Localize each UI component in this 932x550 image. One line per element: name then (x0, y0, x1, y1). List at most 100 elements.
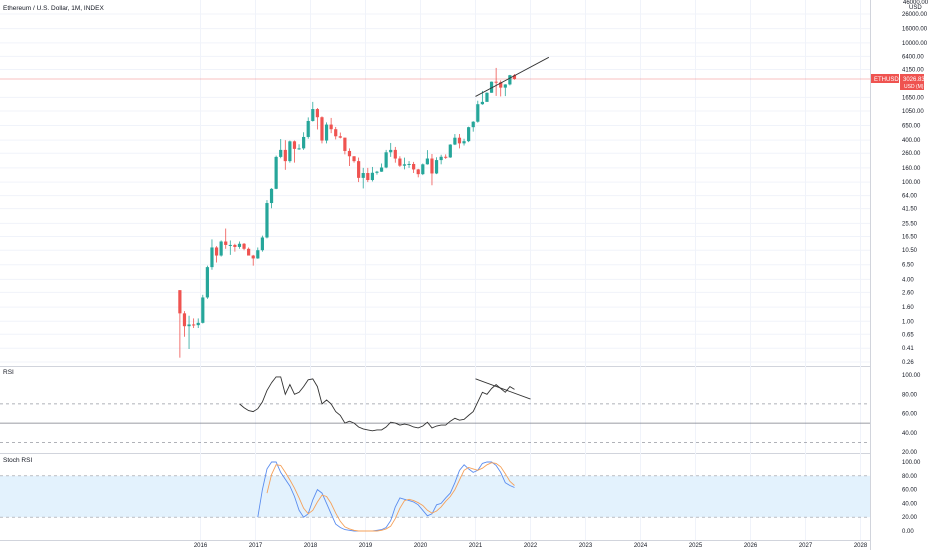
price-tick-label: 6400.00 (902, 54, 924, 60)
price-trendline (475, 56, 550, 97)
rsi-label: RSI (3, 369, 14, 376)
candle-body (182, 313, 187, 327)
candle-body (297, 148, 301, 150)
stoch-band (0, 475, 870, 518)
price-tag: ETHUSD 3026.83 USD (M) (871, 74, 925, 90)
candle-body (311, 109, 315, 121)
price-tick-label: 41.50 (902, 207, 918, 213)
stoch-d-line (266, 462, 515, 532)
x-tick-label: 2017 (249, 543, 263, 549)
candle-body (503, 84, 507, 88)
axis-currency-label: USD (909, 5, 922, 11)
x-tick-label: 2020 (414, 543, 428, 549)
candle-body (494, 81, 498, 83)
price-tick-label: 160.00 (902, 166, 921, 172)
candle-body (324, 124, 329, 141)
stoch-tick-label: 40.00 (902, 501, 918, 507)
candle-body (214, 247, 219, 256)
candle-body (499, 82, 503, 88)
candle-body (269, 188, 274, 204)
candle-body (393, 149, 397, 159)
candle-body (219, 241, 223, 256)
candle-body (485, 92, 489, 102)
candle-body (265, 203, 269, 238)
axis-top-label: 46000.00 (903, 0, 929, 6)
price-tick-label: 650.00 (902, 124, 921, 130)
rsi-tick-label: 100.00 (902, 373, 921, 379)
candle-body (247, 248, 251, 256)
candle-body (201, 297, 205, 323)
x-tick-label: 2026 (744, 543, 758, 549)
symbol-tag-text: ETHUSD (874, 77, 899, 83)
rsi-line (239, 376, 515, 432)
candle-body (471, 121, 475, 128)
candle-body (343, 137, 347, 151)
x-tick-label: 2018 (304, 543, 318, 549)
candle-body (421, 164, 425, 175)
candle-body (398, 158, 402, 166)
price-tag-bg (900, 74, 924, 90)
candle-body (457, 137, 462, 144)
price-tick-label: 2.60 (902, 290, 914, 296)
candle-body (508, 75, 512, 85)
stoch-tick-label: 20.00 (902, 515, 918, 521)
candle-body (334, 129, 338, 137)
price-tick-label: 25.50 (902, 221, 918, 227)
stoch-tick-label: 60.00 (902, 488, 918, 494)
candle-body (439, 156, 443, 161)
candle-body (242, 243, 246, 249)
price-tick-label: 16.50 (902, 235, 918, 241)
candle-body (425, 158, 429, 165)
stoch-label: Stoch RSI (3, 457, 32, 464)
bottom-axis: 2016 2017 2018 2019 2020 2021 2022 2023 2024 2025… (194, 543, 868, 549)
candle-body (302, 136, 306, 149)
candle-body (480, 101, 484, 105)
stoch-panel[interactable] (0, 461, 870, 532)
chart-title: Ethereum / U.S. Dollar, 1M, INDEX (3, 5, 104, 12)
candle-body (407, 163, 411, 165)
candle-body (279, 149, 283, 157)
stoch-tick-label: 80.00 (902, 474, 918, 480)
price-tick-label: 10.50 (902, 248, 918, 254)
price-tick-label: 64.00 (902, 194, 918, 200)
candle-body (462, 141, 466, 144)
price-tick-label: 26000.00 (902, 12, 928, 18)
candle-body (178, 290, 182, 314)
candle-body (370, 172, 374, 181)
candle-body (352, 156, 356, 162)
price-tick-label: 260.00 (902, 151, 921, 157)
x-tick-label: 2021 (469, 543, 483, 549)
candle-body (192, 324, 196, 326)
price-tag-value: 3026.83 (903, 77, 925, 83)
candle-body (434, 160, 439, 174)
x-tick-label: 2016 (194, 543, 208, 549)
price-tick-label: 0.26 (902, 360, 914, 366)
candle-body (306, 120, 310, 137)
grid-layer (0, 0, 871, 550)
stoch-tick-label: 0.00 (902, 529, 914, 535)
stoch-tick-label: 100.00 (902, 460, 921, 466)
candle-body (366, 173, 370, 181)
price-tick-label: 100.00 (902, 180, 921, 186)
candle-body (233, 244, 237, 247)
candle-body (237, 243, 242, 247)
rsi-panel[interactable] (0, 376, 870, 443)
candle-body (384, 152, 388, 168)
candle-body (283, 149, 287, 162)
x-tick-label: 2028 (854, 543, 868, 549)
price-tick-label: 1.60 (902, 305, 914, 311)
price-panel[interactable] (0, 56, 870, 358)
candle-body (210, 247, 214, 268)
candle-body (347, 150, 352, 157)
candle-body (489, 81, 494, 93)
price-tick-label: 1050.00 (902, 109, 924, 115)
candle-body (228, 244, 232, 246)
candle-body (512, 75, 517, 80)
price-tick-label: 1650.00 (902, 95, 924, 101)
candle-body (402, 164, 407, 166)
rsi-tick-label: 80.00 (902, 392, 918, 398)
candle-body (187, 324, 191, 327)
candle-body (467, 127, 471, 142)
candle-body (315, 109, 319, 118)
